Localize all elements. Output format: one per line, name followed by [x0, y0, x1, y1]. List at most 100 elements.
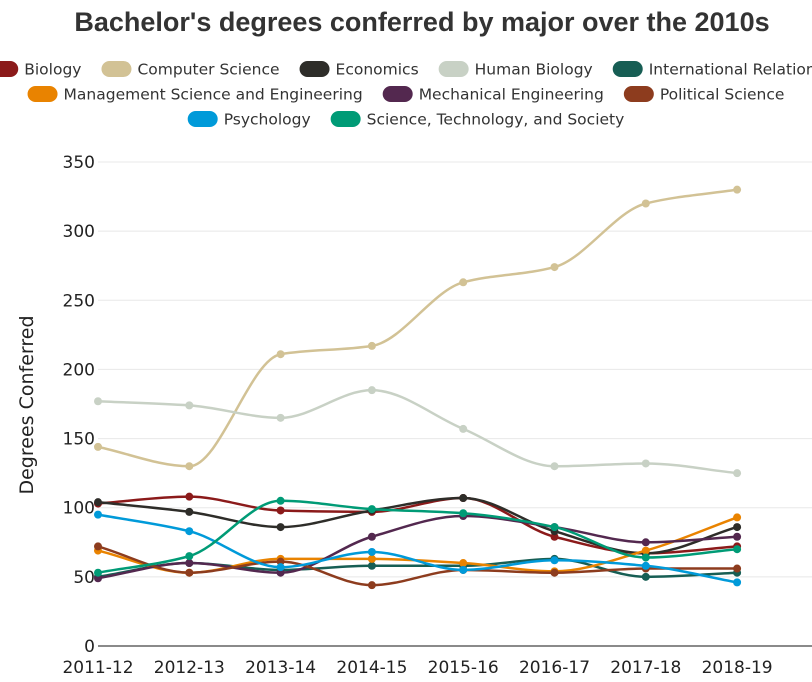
legend-label: Human Biology [475, 61, 593, 79]
x-tick-label: 2015-16 [428, 658, 499, 678]
data-point [367, 547, 376, 556]
data-point [276, 557, 285, 566]
legend-label: Biology [24, 61, 81, 79]
data-point [367, 561, 376, 570]
data-point [733, 513, 742, 522]
data-point [641, 538, 650, 547]
data-point [94, 397, 102, 406]
series-science-technology-and-society [94, 496, 742, 577]
data-point [550, 556, 559, 565]
y-tick-label: 50 [73, 568, 95, 588]
data-point [733, 564, 742, 573]
x-tick-label: 2012-13 [154, 658, 225, 678]
data-point [185, 568, 194, 577]
data-point [367, 341, 376, 350]
x-tick-label: 2016-17 [519, 658, 590, 678]
y-tick-label: 200 [63, 360, 95, 380]
data-point [276, 563, 285, 572]
y-tick-label: 300 [63, 222, 95, 242]
y-tick-label: 150 [63, 430, 95, 450]
data-point [641, 199, 650, 208]
data-point [185, 462, 194, 471]
series-psychology [94, 510, 742, 587]
legend: Biology Computer Science Economics Human Bi… [0, 61, 812, 129]
data-point [459, 494, 468, 503]
data-point [367, 532, 376, 541]
data-point [733, 185, 742, 194]
legend-item-management-science-and-engineering: Management Science and Engineering [27, 86, 363, 104]
legend-swatch [299, 61, 330, 77]
legend-swatch [27, 86, 58, 102]
data-point [367, 505, 376, 514]
legend-item-science-technology-and-society: Science, Technology, and Society [330, 111, 625, 129]
legend-label: Mechanical Engineering [419, 86, 604, 104]
data-point [367, 554, 376, 563]
data-point [94, 542, 102, 551]
legend-label: International Relations [649, 61, 812, 79]
data-point [94, 574, 102, 583]
legend-item-biology: Biology [0, 61, 81, 79]
legend-label: Economics [336, 61, 419, 79]
legend-label: Psychology [224, 111, 311, 129]
chart-title: Bachelor's degrees conferred by major ov… [74, 7, 769, 37]
x-tick-label: 2011-12 [62, 658, 133, 678]
data-point [733, 545, 742, 554]
data-point [94, 442, 102, 451]
data-point [94, 510, 102, 519]
y-tick-label: 350 [63, 153, 95, 173]
y-tick-label: 250 [63, 291, 95, 311]
x-axis-ticks: 2011-12 2012-13 2013-14 2014-15 2015-16 2016-… [62, 658, 772, 678]
legend-swatch [623, 86, 654, 102]
data-point [367, 581, 376, 590]
data-point [276, 523, 285, 532]
data-point [550, 532, 559, 541]
data-point [550, 462, 559, 471]
data-point [276, 568, 285, 577]
series-line [96, 545, 739, 587]
legend-item-human-biology: Human Biology [438, 61, 593, 79]
x-tick-label: 2013-14 [245, 658, 316, 678]
legend-swatch [438, 61, 469, 77]
data-point [550, 523, 559, 532]
series-line [96, 514, 739, 580]
gridlines [98, 161, 812, 578]
legend-swatch [382, 86, 413, 102]
legend-item-political-science: Political Science [623, 86, 784, 104]
legend-item-international-relations: International Relations [612, 61, 812, 79]
data-point [276, 506, 285, 515]
data-point [459, 424, 468, 433]
legend-label: Science, Technology, and Society [367, 111, 625, 129]
data-point [185, 401, 194, 410]
y-axis-title: Degrees Conferred [16, 315, 38, 494]
data-point [94, 568, 102, 577]
data-point [733, 523, 742, 532]
series-line [96, 513, 739, 584]
data-point [94, 498, 102, 507]
data-point [733, 532, 742, 541]
data-point [185, 492, 194, 501]
legend-swatch [612, 61, 643, 77]
legend-item-economics: Economics [299, 61, 419, 79]
data-point [276, 496, 285, 505]
series-line [96, 388, 739, 475]
data-point [459, 565, 468, 574]
legend-swatch [101, 61, 132, 77]
x-tick-label: 2014-15 [336, 658, 407, 678]
series-line [96, 495, 739, 555]
y-tick-label: 100 [63, 499, 95, 519]
series-line [96, 499, 739, 574]
series-human-biology [94, 386, 742, 478]
data-point [641, 572, 650, 581]
data-point [733, 578, 742, 587]
data-point [641, 459, 650, 468]
data-point [459, 559, 468, 568]
x-tick-label: 2018-19 [702, 658, 773, 678]
data-point [641, 561, 650, 570]
legend-item-psychology: Psychology [187, 111, 311, 129]
legend-label: Management Science and Engineering [64, 86, 363, 104]
legend-swatch [187, 111, 218, 127]
data-point [550, 263, 559, 272]
legend-item-computer-science: Computer Science [101, 61, 280, 79]
y-axis-ticks: 0 50 100 150 200 250 300 350 [63, 153, 95, 657]
